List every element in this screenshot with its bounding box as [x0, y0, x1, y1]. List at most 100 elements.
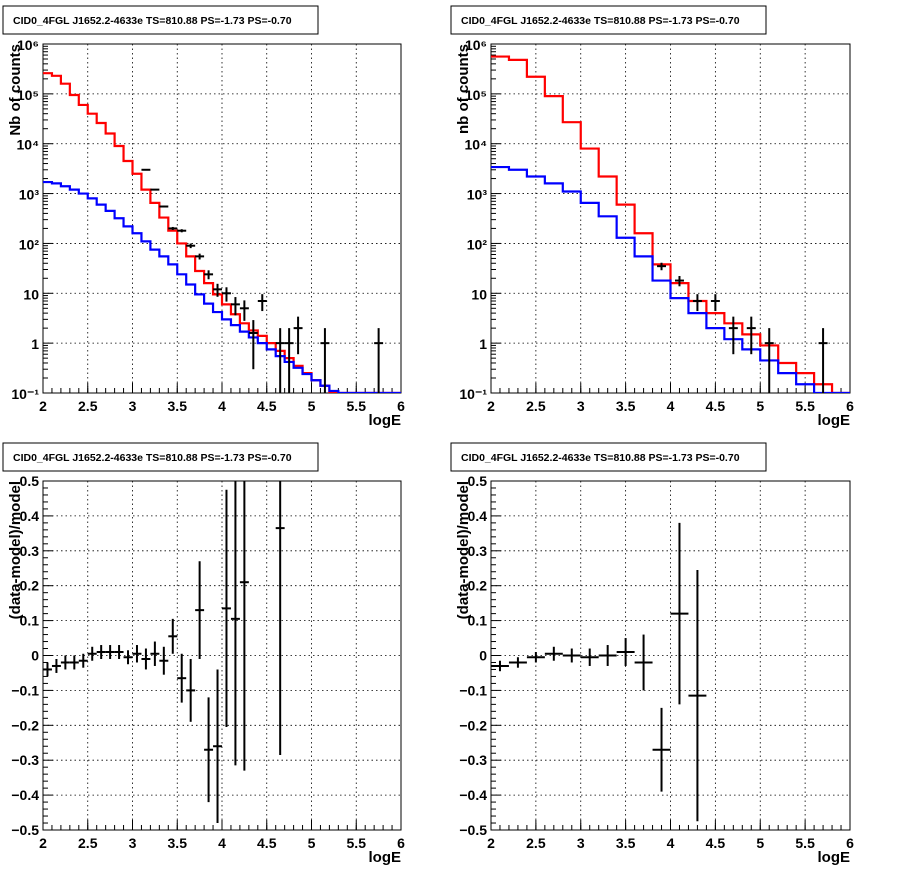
data-point: [87, 646, 97, 661]
data-point: [51, 658, 61, 673]
x-tick-label: 3: [577, 835, 585, 851]
data-point: [114, 645, 124, 659]
data-point: [652, 707, 671, 792]
y-tick-label: 0.2: [468, 578, 488, 594]
chart-title: CID0_4FGL J1652.2-4633e TS=810.88 PS=-1.…: [461, 452, 740, 464]
data-point: [275, 481, 285, 755]
data-point: [239, 481, 249, 771]
data-point: [764, 328, 774, 393]
x-tick-label: 2.5: [78, 398, 98, 414]
y-axis-title: (data-model)/model: [455, 481, 472, 619]
y-tick-label: 0.5: [20, 473, 40, 489]
data-point: [204, 697, 214, 803]
y-tick-label: −0.1: [11, 682, 39, 698]
data-point: [320, 328, 330, 393]
data-point: [105, 645, 115, 659]
data-point: [96, 645, 106, 659]
x-tick-label: 3: [577, 398, 585, 414]
x-axis-title: logE: [818, 849, 851, 866]
series-line-2: [491, 165, 850, 393]
y-tick-label: 10⁻¹: [459, 386, 487, 402]
y-tick-label: −0.2: [459, 717, 487, 733]
data-point: [670, 522, 689, 705]
y-tick-label: 10⁵: [17, 87, 39, 103]
data-point: [177, 653, 187, 703]
y-tick-label: 0.1: [20, 613, 40, 629]
data-point: [728, 316, 738, 355]
x-tick-label: 4.5: [706, 835, 726, 851]
data-point: [230, 481, 240, 766]
title-box: [2, 5, 319, 35]
data-point: [150, 188, 160, 191]
plot-frame: [42, 43, 402, 394]
x-tick-label: 6: [846, 835, 854, 851]
data-point: [222, 287, 231, 302]
data-point: [213, 669, 222, 824]
y-tick-label: −0.1: [459, 682, 487, 698]
y-tick-label: 0.3: [468, 543, 488, 559]
data-point: [222, 489, 231, 728]
y-tick-label: 10⁴: [465, 137, 488, 153]
x-tick-label: 2.5: [526, 835, 546, 851]
y-tick-label: −0.5: [11, 822, 39, 838]
data-point: [141, 168, 151, 171]
y-tick-label: −0.4: [459, 787, 487, 803]
y-tick-label: 0.2: [20, 578, 40, 594]
y-tick-label: 0: [31, 648, 39, 664]
x-tick-label: 3.5: [616, 398, 636, 414]
y-tick-label: 10⁶: [17, 37, 39, 53]
data-point: [248, 320, 258, 370]
y-axis-title: nb of counts: [455, 44, 472, 134]
chart-title: CID0_4FGL J1652.2-4633e TS=810.88 PS=-1.…: [13, 452, 292, 464]
x-tick-label: 2: [39, 835, 47, 851]
x-tick-label: 4: [667, 398, 675, 414]
data-point: [195, 561, 205, 659]
chart-panel-2: CID0_4FGL J1652.2-4633e TS=810.88 PS=-1.…: [450, 5, 854, 429]
y-tick-label: 10⁴: [17, 137, 40, 153]
data-point: [123, 650, 133, 665]
x-tick-label: 4: [218, 835, 226, 851]
data-point: [257, 294, 267, 312]
series-line-2: [43, 180, 401, 393]
y-tick-label: −0.3: [11, 752, 39, 768]
x-tick-label: 2.5: [78, 835, 98, 851]
x-tick-label: 3.5: [168, 835, 188, 851]
data-point: [598, 645, 617, 666]
y-tick-label: 1: [31, 336, 39, 352]
x-axis-title: logE: [369, 849, 402, 866]
x-tick-label: 5.5: [347, 835, 367, 851]
x-tick-label: 4: [667, 835, 675, 851]
plot-frame: [490, 480, 851, 831]
data-point: [230, 297, 240, 316]
chart-title: CID0_4FGL J1652.2-4633e TS=810.88 PS=-1.…: [13, 15, 292, 27]
data-point: [132, 645, 142, 663]
x-tick-label: 2.5: [526, 398, 546, 414]
data-point: [186, 658, 196, 722]
y-tick-label: 10²: [19, 236, 40, 252]
data-point: [374, 328, 384, 393]
x-tick-label: 3: [129, 835, 137, 851]
y-tick-label: 10⁶: [465, 37, 487, 53]
plot-frame: [490, 43, 851, 394]
x-tick-label: 5.5: [795, 835, 815, 851]
x-tick-label: 5.5: [347, 398, 367, 414]
x-tick-label: 6: [397, 835, 405, 851]
y-tick-label: 0.4: [468, 508, 488, 524]
y-tick-label: 10: [23, 286, 39, 302]
title-box: [450, 442, 767, 472]
x-tick-label: 2: [487, 835, 495, 851]
data-point: [688, 569, 707, 822]
x-tick-label: 6: [846, 398, 854, 414]
data-point: [284, 328, 294, 393]
x-tick-label: 3.5: [168, 398, 188, 414]
chart-panel-1: CID0_4FGL J1652.2-4633e TS=810.88 PS=-1.…: [2, 5, 405, 429]
data-point: [168, 226, 178, 230]
plot-area: [43, 481, 285, 824]
x-tick-label: 2: [39, 398, 47, 414]
data-point: [544, 646, 563, 661]
data-point: [275, 328, 285, 393]
data-point: [159, 646, 169, 675]
x-tick-label: 4.5: [257, 398, 277, 414]
y-tick-label: 1: [479, 336, 487, 352]
